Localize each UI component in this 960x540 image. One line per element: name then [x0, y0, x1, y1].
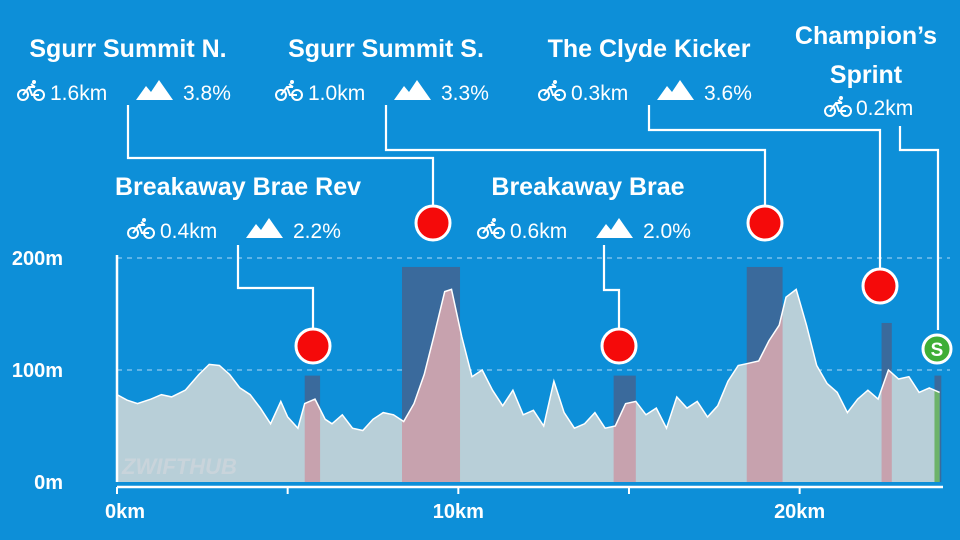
elevation-line: [116, 288, 940, 432]
callout-leader-2: [647, 105, 882, 268]
callout-leader-3: [898, 126, 940, 330]
y-tick-label-100: 100m: [12, 360, 63, 382]
mountain-icon: [246, 218, 283, 238]
segment-title-4: Breakaway Brae Rev: [115, 173, 361, 201]
axes: 0m 100m 200m 0km 10km 20km: [12, 248, 943, 523]
bike-rider-head: [290, 80, 294, 84]
callout-leader-1: [384, 105, 767, 205]
mountain-icon: [596, 218, 633, 238]
segment-callout-4: Breakaway Brae Rev 0.4km 2.2%: [115, 173, 361, 365]
mountain-icon: [394, 80, 431, 100]
segment-gradient-2: 3.6%: [704, 82, 752, 105]
segment-distance-0: 1.6km: [50, 82, 107, 105]
bike-frame: [829, 99, 846, 112]
bike-rider-head: [839, 96, 843, 100]
bike-frame: [543, 83, 560, 96]
y-tick-label-200: 200m: [12, 248, 63, 270]
callout-leader-4: [236, 245, 315, 328]
segment-callouts: Sgurr Summit N. 1.6km 3.8% Sgurr Summit S. 1…: [17, 22, 953, 365]
bike-wheel-rear: [275, 89, 287, 101]
segment-distance-4: 0.4km: [160, 220, 217, 243]
bike-rider-head: [32, 80, 36, 84]
segment-gradient-0: 3.8%: [183, 82, 231, 105]
x-tick-label-10: 10km: [433, 501, 484, 523]
x-tick-label-0: 0km: [105, 501, 145, 523]
sprint-marker-label: S: [931, 340, 944, 361]
bike-frame: [482, 221, 499, 234]
bike-rider-head: [492, 218, 496, 222]
segment-gradient-4: 2.2%: [293, 220, 341, 243]
bike-icon: [17, 80, 45, 101]
segment-title-1: Sgurr Summit S.: [288, 35, 484, 63]
mountain-icon: [657, 80, 694, 100]
climb-marker-icon: [600, 327, 638, 365]
climb-marker-icon: [294, 327, 332, 365]
bike-rider-head: [553, 80, 557, 84]
bike-frame: [132, 221, 149, 234]
bike-wheel-rear: [477, 227, 489, 239]
segment-title-2: The Clyde Kicker: [548, 35, 751, 63]
segment-distance-2: 0.3km: [571, 82, 628, 105]
segment-distance-1: 1.0km: [308, 82, 365, 105]
segment-title-0: Sgurr Summit N.: [29, 35, 226, 63]
bike-frame: [22, 83, 39, 96]
bike-icon: [538, 80, 566, 101]
x-tick-label-20: 20km: [774, 501, 825, 523]
segment-gradient-5: 2.0%: [643, 220, 691, 243]
segment-callout-2: The Clyde Kicker 0.3km 3.6%: [538, 35, 899, 305]
bike-rider-head: [142, 218, 146, 222]
climb-marker-icon: [746, 204, 784, 242]
segment-title-3-line1: Champion’s: [795, 22, 937, 50]
bike-wheel-rear: [538, 89, 550, 101]
segment-gradient-1: 3.3%: [441, 82, 489, 105]
segment-callout-0: Sgurr Summit N. 1.6km 3.8%: [17, 35, 452, 242]
segment-callout-5: Breakaway Brae 0.6km 2.0%: [477, 173, 691, 365]
segment-distance-5: 0.6km: [510, 220, 567, 243]
segment-title-3-line2: Sprint: [830, 61, 903, 89]
bike-icon: [127, 218, 155, 239]
bike-icon: [477, 218, 505, 239]
callout-leader-5: [602, 245, 621, 328]
watermark: ZWIFTHUB: [121, 454, 237, 479]
elevation-area: [116, 288, 940, 482]
y-tick-label-0: 0m: [34, 472, 63, 494]
climb-marker-icon: [861, 267, 899, 305]
bike-wheel-rear: [127, 227, 139, 239]
grid-lines: [117, 257, 950, 371]
bike-frame: [280, 83, 297, 96]
sprint-marker-icon: [921, 333, 953, 365]
elevation-fill: [117, 289, 940, 482]
segment-title-5: Breakaway Brae: [491, 173, 684, 201]
climb-marker-icon: [414, 204, 452, 242]
segment-distance-3: 0.2km: [856, 97, 913, 120]
bike-icon: [824, 96, 852, 117]
callout-leader-0: [126, 105, 435, 205]
segment-fill-5: [881, 289, 892, 482]
segment-callout-3: Champion’s Sprint 0.2km S: [795, 22, 953, 365]
bike-wheel-rear: [824, 105, 836, 117]
segment-callout-1: Sgurr Summit S. 1.0km 3.3%: [275, 35, 784, 242]
bike-icon: [275, 80, 303, 101]
bike-wheel-rear: [17, 89, 29, 101]
mountain-icon: [136, 80, 173, 100]
